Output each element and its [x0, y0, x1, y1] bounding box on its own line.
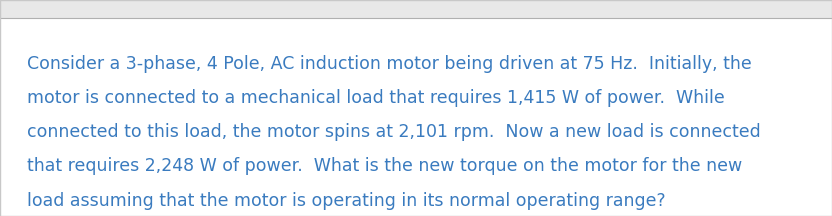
Text: connected to this load, the motor spins at 2,101 rpm.  Now a new load is connect: connected to this load, the motor spins …: [27, 123, 760, 141]
Bar: [0, 0, 832, 18]
Text: that requires 2,248 W of power.  What is the new torque on the motor for the new: that requires 2,248 W of power. What is …: [27, 157, 742, 175]
Text: Consider a 3-phase, 4 Pole, AC induction motor being driven at 75 Hz.  Initially: Consider a 3-phase, 4 Pole, AC induction…: [27, 55, 751, 73]
Text: load assuming that the motor is operating in its normal operating range?: load assuming that the motor is operatin…: [27, 192, 666, 210]
Text: motor is connected to a mechanical load that requires 1,415 W of power.  While: motor is connected to a mechanical load …: [27, 89, 725, 107]
